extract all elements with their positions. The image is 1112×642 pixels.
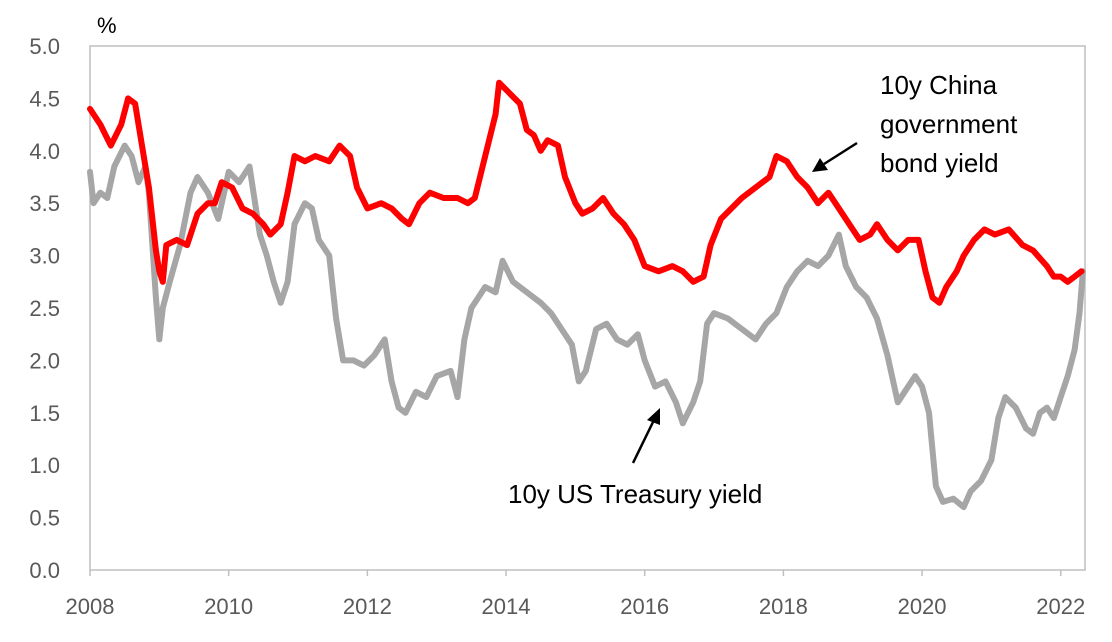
- x-axis: 2008 2010 2012 2014 2016 2018 2020 2022: [66, 570, 1085, 619]
- y-tick-label: 0.5: [29, 506, 60, 531]
- x-tick-label: 2014: [482, 594, 531, 619]
- x-tick-label: 2018: [759, 594, 808, 619]
- y-tick-label: 3.5: [29, 191, 60, 216]
- y-axis: 0.0 0.5 1.0 1.5 2.0 2.5 3.0 3.5 4.0 4.5 5.0: [29, 34, 60, 583]
- x-tick-label: 2022: [1036, 594, 1085, 619]
- y-tick-label: 2.5: [29, 296, 60, 321]
- x-tick-label: 2012: [343, 594, 392, 619]
- us-yield-annotation: 10y US Treasury yield: [508, 479, 762, 509]
- x-tick-label: 2016: [620, 594, 669, 619]
- series-layer: [87, 79, 1086, 511]
- y-axis-unit-label: %: [97, 13, 117, 38]
- x-tick-label: 2010: [204, 594, 253, 619]
- plot-area-frame: [89, 45, 1086, 571]
- y-tick-label: 1.0: [29, 453, 60, 478]
- china-yield-line: [87, 79, 1085, 306]
- china-yield-annotation-line3: bond yield: [880, 148, 999, 178]
- y-tick-label: 0.0: [29, 558, 60, 583]
- y-tick-label: 5.0: [29, 34, 60, 59]
- y-tick-label: 2.0: [29, 348, 60, 373]
- x-tick-label: 2008: [66, 594, 115, 619]
- us-annotation-arrow: [631, 408, 660, 464]
- y-tick-label: 4.0: [29, 139, 60, 164]
- x-tick-label: 2020: [898, 594, 947, 619]
- y-tick-label: 4.5: [29, 86, 60, 111]
- us-yield-line: [87, 142, 1086, 511]
- china-annotation-arrow: [812, 141, 858, 172]
- y-tick-label: 1.5: [29, 401, 60, 426]
- china-yield-annotation-line2: government: [880, 109, 1018, 139]
- y-tick-label: 3.0: [29, 244, 60, 269]
- china-yield-annotation-line1: 10y China: [880, 70, 998, 100]
